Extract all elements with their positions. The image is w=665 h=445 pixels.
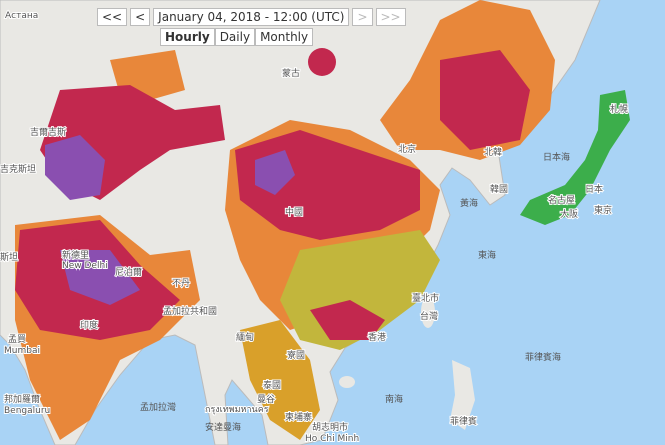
place-label: 吉克斯坦 [0, 163, 36, 175]
place-label: 札幌 [610, 103, 628, 115]
tab[interactable]: Hourly [160, 28, 215, 46]
aqi-area [60, 250, 140, 305]
place-label: Bengaluru [4, 406, 50, 416]
place-label: 中國 [285, 206, 303, 218]
first-button[interactable]: << [97, 8, 128, 26]
time-controls: << < January 04, 2018 - 12:00 (UTC) > >> [97, 8, 406, 26]
sea-label: 菲律賓海 [525, 351, 561, 363]
sea-label: 孟加拉灣 [140, 401, 176, 413]
aqi-area [440, 50, 530, 150]
place-label: 邦加羅爾 [4, 393, 40, 405]
place-label: 東京 [594, 204, 612, 216]
place-label: 北韓 [484, 147, 502, 158]
place-label: 印度 [80, 319, 98, 331]
place-label: 尼泊爾 [115, 267, 142, 278]
place-label: 新德里 [62, 249, 89, 261]
last-button[interactable]: >> [375, 8, 406, 26]
place-label: 緬甸 [236, 331, 254, 343]
sea-label: 東海 [478, 249, 496, 261]
taiwan [421, 296, 435, 328]
aqi-area [45, 135, 105, 200]
place-label: 菲律賓 [450, 415, 477, 427]
place-label: 名古屋 [548, 194, 575, 206]
place-label: 韓國 [490, 184, 508, 195]
tab[interactable]: Daily [214, 28, 256, 46]
datetime: January 04, 2018 - 12:00 (UTC) [153, 8, 350, 26]
prev-button[interactable]: < [130, 8, 151, 26]
place-label: 孟加拉共和國 [163, 305, 217, 317]
philippines [450, 360, 475, 430]
place-label: 寮國 [287, 349, 305, 361]
aqi-area [520, 90, 630, 225]
place-label: 香港 [368, 331, 386, 343]
tab[interactable]: Monthly [255, 28, 314, 46]
place-label: 日本 [585, 183, 603, 195]
place-label: Ho Chi Minh [305, 434, 359, 444]
place-label: New Delhi [62, 261, 108, 271]
place-label: 泰國 [263, 379, 281, 391]
aqi-area [255, 150, 295, 195]
sea-label: 黃海 [460, 197, 478, 209]
place-label: 曼谷 [257, 394, 275, 405]
place-label: 北京 [398, 143, 416, 155]
place-label: Mumbai [4, 346, 40, 356]
aqi-area [240, 320, 320, 440]
place-label: 臺北市 [412, 292, 439, 304]
place-label: กรุงเทพมหานคร [205, 405, 269, 415]
place-label: 蒙古 [282, 67, 300, 79]
place-label: Астана [5, 11, 38, 21]
place-label: 胡志明市 [312, 421, 348, 433]
aqi-area [310, 300, 385, 340]
hainan [339, 376, 355, 388]
place-label: 孟買 [8, 334, 26, 345]
place-label: 台灣 [420, 310, 438, 322]
place-label: 大阪 [560, 208, 578, 220]
aqi-area [308, 48, 336, 76]
place-label: 不丹 [172, 278, 190, 289]
sea-label: 南海 [385, 393, 403, 405]
period-tabs: Hourly Daily Monthly [160, 28, 314, 46]
sea-label: 安達曼海 [205, 421, 241, 433]
sea-label: 日本海 [543, 151, 570, 163]
next-button[interactable]: > [352, 8, 373, 26]
place-label: 吉爾吉斯 [30, 126, 66, 138]
place-label: 斯坦 [0, 251, 18, 263]
place-label: 柬埔寨 [285, 411, 312, 423]
